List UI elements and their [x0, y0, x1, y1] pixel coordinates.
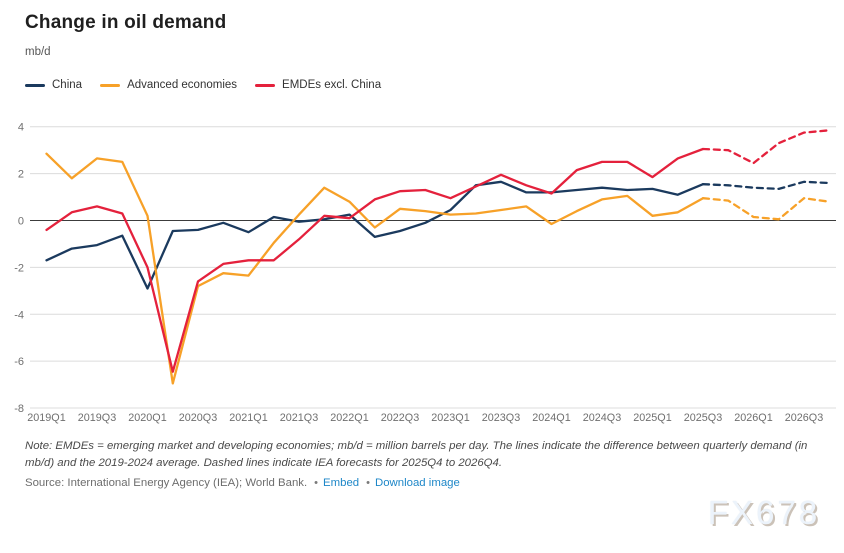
x-tick-label: 2026Q1 [734, 412, 772, 424]
series-advanced-economies-forecast-line [701, 197, 831, 221]
series-advanced-economies-line [45, 152, 705, 385]
china-line-swatch [25, 83, 45, 87]
series-china-line [45, 180, 705, 290]
series-emdes-excl-china-forecast-line [701, 129, 831, 165]
x-tick-label: 2020Q1 [128, 412, 166, 424]
embed-link[interactable]: Embed [323, 477, 360, 489]
x-tick-label: 2019Q1 [27, 412, 65, 424]
bullet-separator: • [366, 477, 370, 489]
page-title: Change in oil demand [25, 12, 227, 33]
chart-legend: China Advanced economies EMDEs excl. Chi… [25, 79, 381, 91]
x-tick-label: 2021Q1 [229, 412, 267, 424]
x-tick-label: 2022Q3 [381, 412, 419, 424]
x-tick-label: 2022Q1 [330, 412, 368, 424]
download-image-link[interactable]: Download image [374, 477, 460, 489]
advanced-economies-line-swatch [100, 83, 121, 87]
legend-item-emdes-excl-china: EMDEs excl. China [255, 79, 381, 91]
legend-label: China [52, 79, 83, 91]
y-tick-label: -2 [14, 262, 24, 274]
x-tick-label: 2025Q3 [684, 412, 722, 424]
x-tick-label: 2024Q1 [532, 412, 570, 424]
x-tick-label: 2020Q3 [179, 412, 217, 424]
legend-label: EMDEs excl. China [282, 79, 382, 91]
x-tick-label: 2024Q3 [583, 412, 621, 424]
y-tick-label: -6 [14, 356, 24, 368]
chart-note: Note: EMDEs = emerging market and develo… [25, 440, 808, 470]
legend-item-advanced-economies: Advanced economies [100, 79, 237, 91]
x-tick-label: 2026Q3 [785, 412, 823, 424]
x-tick-label: 2019Q3 [78, 412, 116, 424]
source-text: Source: International Energy Agency (IEA… [25, 477, 308, 489]
y-tick-label: 4 [18, 122, 24, 134]
fx678-watermark: FX678 [708, 494, 821, 531]
y-tick-label: -4 [14, 309, 24, 321]
emdes-excl-china-line-swatch [255, 83, 276, 87]
legend-item-china: China [25, 79, 82, 91]
source-line: Source: International Energy Agency (IEA… [25, 477, 460, 489]
series-china-forecast-line [701, 180, 831, 191]
series-emdes-excl-china-line [45, 147, 705, 373]
y-tick-label: -8 [14, 403, 24, 415]
bullet-separator: • [314, 477, 319, 489]
x-tick-label: 2021Q3 [280, 412, 318, 424]
x-tick-label: 2025Q1 [633, 412, 671, 424]
x-tick-label: 2023Q1 [431, 412, 469, 424]
y-tick-label: 0 [18, 216, 24, 228]
y-axis-unit-label: mb/d [25, 46, 51, 58]
x-tick-label: 2023Q3 [482, 412, 520, 424]
y-tick-label: 2 [18, 169, 24, 181]
legend-label: Advanced economies [127, 79, 238, 91]
